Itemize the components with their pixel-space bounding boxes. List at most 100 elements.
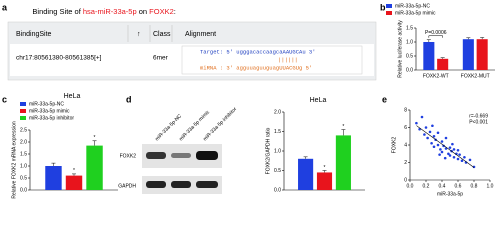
error-bar bbox=[466, 37, 471, 40]
western-blot: miR-33a-5p-NC miR-33a-5p mimic miR-33a-5… bbox=[118, 106, 238, 194]
figure: a b c d e Binding Site of hsa-miR-33a-5p… bbox=[2, 2, 495, 199]
annotation: r=-0.669 bbox=[469, 113, 488, 119]
error-bar bbox=[341, 129, 346, 136]
table-header: ↑ bbox=[137, 31, 141, 38]
bracket bbox=[428, 35, 443, 38]
point bbox=[438, 153, 441, 156]
bar bbox=[298, 158, 314, 190]
point bbox=[439, 148, 442, 151]
point bbox=[431, 124, 434, 128]
significance: * bbox=[324, 165, 326, 171]
point bbox=[472, 165, 476, 169]
error-bar bbox=[322, 170, 327, 173]
bar bbox=[65, 175, 83, 190]
legend-label: miR-33a-5p inhibitor bbox=[29, 115, 74, 121]
x-tick-label: 0.6 bbox=[455, 183, 462, 189]
point bbox=[423, 133, 426, 136]
legend-label: miR-33a-5p mimic bbox=[395, 10, 436, 16]
panel-label: a bbox=[2, 2, 8, 12]
point bbox=[468, 158, 472, 162]
y-tick-label: 1.5 bbox=[20, 151, 27, 157]
fit-line bbox=[416, 125, 475, 168]
y-tick-label: 1.5 bbox=[274, 129, 281, 135]
x-axis-label: miR-33a-5p bbox=[437, 191, 463, 197]
binding-title: Binding Site of hsa-miR-33a-5p on FOXK2: bbox=[22, 7, 182, 16]
page: a b c d e Binding Site of hsa-miR-33a-5p… bbox=[2, 2, 495, 199]
table-header: BindingSite bbox=[16, 31, 52, 38]
point bbox=[440, 140, 444, 143]
point bbox=[440, 150, 444, 154]
legend-label: miR-33a-5p-NC bbox=[29, 101, 64, 107]
alignment-box bbox=[181, 45, 363, 75]
bar bbox=[335, 135, 351, 190]
y-tick-label: 4 bbox=[404, 142, 407, 148]
point bbox=[424, 126, 428, 129]
y-tick-label: 2 bbox=[404, 160, 407, 166]
bar bbox=[86, 145, 103, 190]
band bbox=[196, 151, 218, 160]
p-value: P=0.0006 bbox=[425, 30, 447, 36]
y-tick-label: 0.0 bbox=[20, 187, 27, 193]
band bbox=[171, 153, 191, 158]
point bbox=[432, 145, 436, 149]
x-tick-label: 1.0 bbox=[487, 183, 494, 189]
error-bar bbox=[51, 162, 56, 166]
annotation: P<0.001 bbox=[469, 119, 488, 125]
y-axis-label: Relative luciferase activity bbox=[397, 20, 403, 78]
point bbox=[436, 131, 440, 135]
legend-swatch bbox=[386, 4, 392, 8]
point bbox=[428, 130, 432, 134]
legend-label: miR-33a-5p-NC bbox=[395, 3, 430, 9]
error-bar bbox=[440, 57, 445, 59]
y-tick-label: 0.0 bbox=[406, 67, 413, 73]
y-axis-label: FOXK2/GAPDH ratio bbox=[265, 127, 271, 174]
mirna-seq: miRNA : 3' agguuaguuguagUUACGUg 5' bbox=[200, 64, 312, 71]
title-part: : bbox=[174, 7, 176, 16]
table-header: Alignment bbox=[185, 31, 216, 38]
y-axis-label: Relative FOXK2 mRNA expression bbox=[11, 121, 17, 198]
y-tick-label: 6 bbox=[404, 125, 407, 131]
legend-swatch bbox=[386, 11, 392, 15]
point bbox=[447, 152, 450, 156]
x-tick-label: 0.4 bbox=[439, 183, 446, 189]
point bbox=[456, 157, 460, 161]
y-tick-label: 0 bbox=[404, 177, 407, 183]
point bbox=[432, 134, 436, 138]
protein-label: GAPDH bbox=[118, 183, 136, 189]
x-tick-label: FOXK2-WT bbox=[423, 73, 449, 79]
point bbox=[452, 155, 456, 159]
binding-class: 6mer bbox=[153, 55, 169, 62]
band bbox=[196, 181, 218, 188]
bar bbox=[437, 58, 449, 70]
error-bar bbox=[72, 173, 76, 176]
point bbox=[458, 153, 461, 156]
title-part: hsa-miR-33a-5p bbox=[83, 7, 137, 16]
y-axis-label: FOXK2 bbox=[391, 137, 397, 154]
point bbox=[426, 136, 429, 140]
bar bbox=[45, 166, 62, 190]
pairing: |||||| bbox=[278, 56, 298, 63]
title-part: Binding Site of bbox=[32, 7, 82, 16]
point bbox=[443, 156, 447, 160]
y-tick-label: 1.0 bbox=[406, 39, 413, 45]
point bbox=[452, 148, 456, 151]
y-tick-label: 8 bbox=[404, 107, 407, 113]
band bbox=[146, 152, 166, 159]
y-tick-label: 0.5 bbox=[406, 53, 413, 59]
title-part: on bbox=[137, 7, 150, 16]
y-tick-label: 0.0 bbox=[274, 187, 281, 193]
point bbox=[420, 115, 424, 119]
panel-label: b bbox=[380, 2, 386, 12]
significance: * bbox=[342, 124, 344, 130]
significance: * bbox=[94, 135, 96, 141]
bar bbox=[316, 172, 333, 190]
y-tick-label: 2.0 bbox=[274, 109, 281, 115]
band bbox=[171, 181, 191, 188]
x-tick-label: 0.0 bbox=[407, 183, 414, 189]
panel-label: d bbox=[126, 94, 132, 104]
x-tick-label: FOXK2-MUT bbox=[461, 73, 490, 79]
x-tick-label: 0.8 bbox=[471, 183, 478, 189]
point bbox=[448, 154, 452, 157]
legend-swatch bbox=[20, 102, 26, 106]
bar bbox=[423, 42, 435, 70]
